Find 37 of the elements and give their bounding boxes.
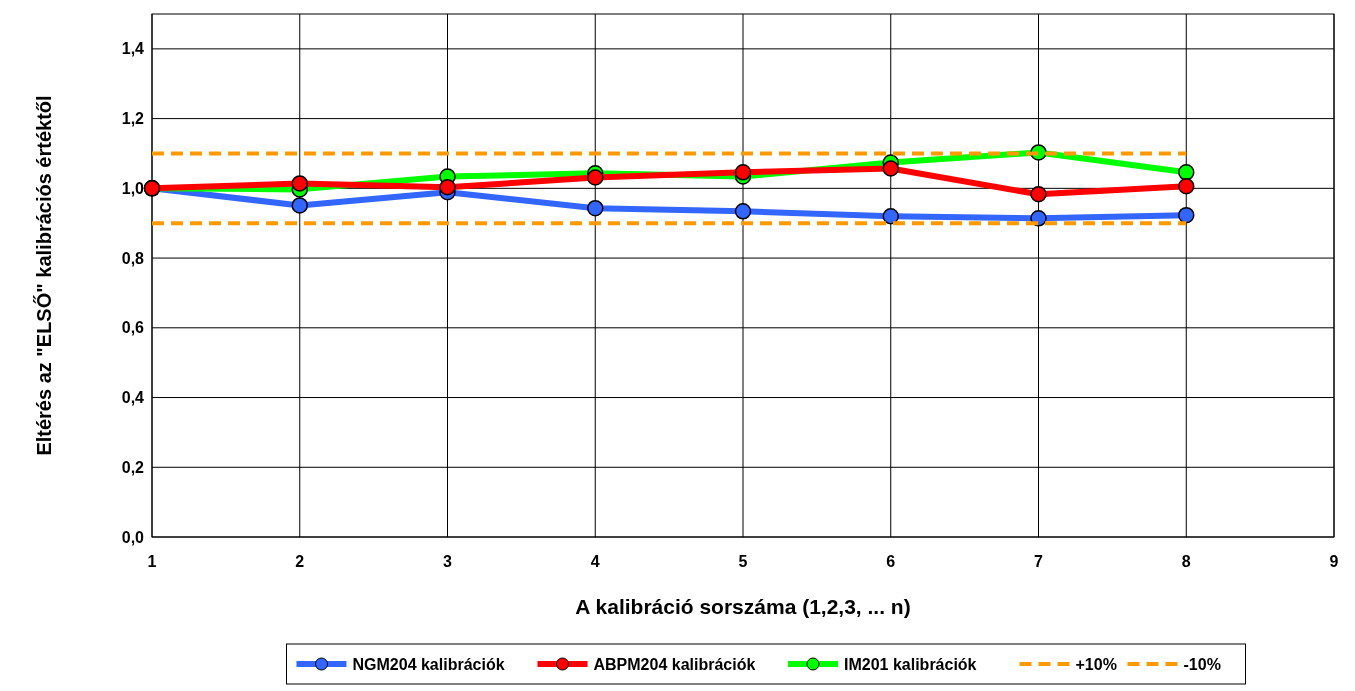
point [1030,186,1047,203]
legend-label: -10% [1183,655,1221,673]
point [439,179,456,196]
x-axis-title: A kalibráció sorszáma (1,2,3, ... n) [575,595,911,618]
y-tick-label: 0,8 [121,249,145,267]
point [587,169,604,186]
x-tick-label: 2 [295,553,305,570]
x-tick-label: 1 [147,553,157,570]
y-axis-title: Eltérés az "ELSŐ" kalibrációs értéktől [33,95,55,456]
y-tick-label: 0,4 [121,389,145,407]
x-tick-label: 3 [443,553,453,570]
y-tick-label: 1,4 [121,40,145,58]
legend-label: NGM204 kalibrációk [352,655,505,673]
point [1178,164,1195,181]
point [1178,177,1195,195]
x-tick-label: 6 [886,553,896,570]
x-tick-label: 8 [1181,553,1191,570]
point [734,164,752,181]
point [1178,206,1195,224]
y-tick-label: 0,0 [121,528,145,546]
x-tick-label: 7 [1034,553,1044,570]
point [587,199,604,217]
y-tick-label: 0,2 [121,458,145,476]
legend-label: ABPM204 kalibrációk [593,655,756,673]
legend-label: IM201 kalibrációk [844,655,977,673]
legend-label: +10% [1075,655,1117,673]
point [291,175,308,192]
x-tick-label: 4 [590,553,600,570]
point [734,203,752,220]
y-tick-label: 1,2 [121,110,145,128]
point [882,160,899,177]
x-tick-label: 5 [738,553,748,570]
point [882,207,899,225]
y-tick-label: 0,6 [121,319,145,337]
x-tick-label: 9 [1329,553,1339,570]
y-tick-label: 1,0 [121,179,145,197]
point [291,197,308,214]
